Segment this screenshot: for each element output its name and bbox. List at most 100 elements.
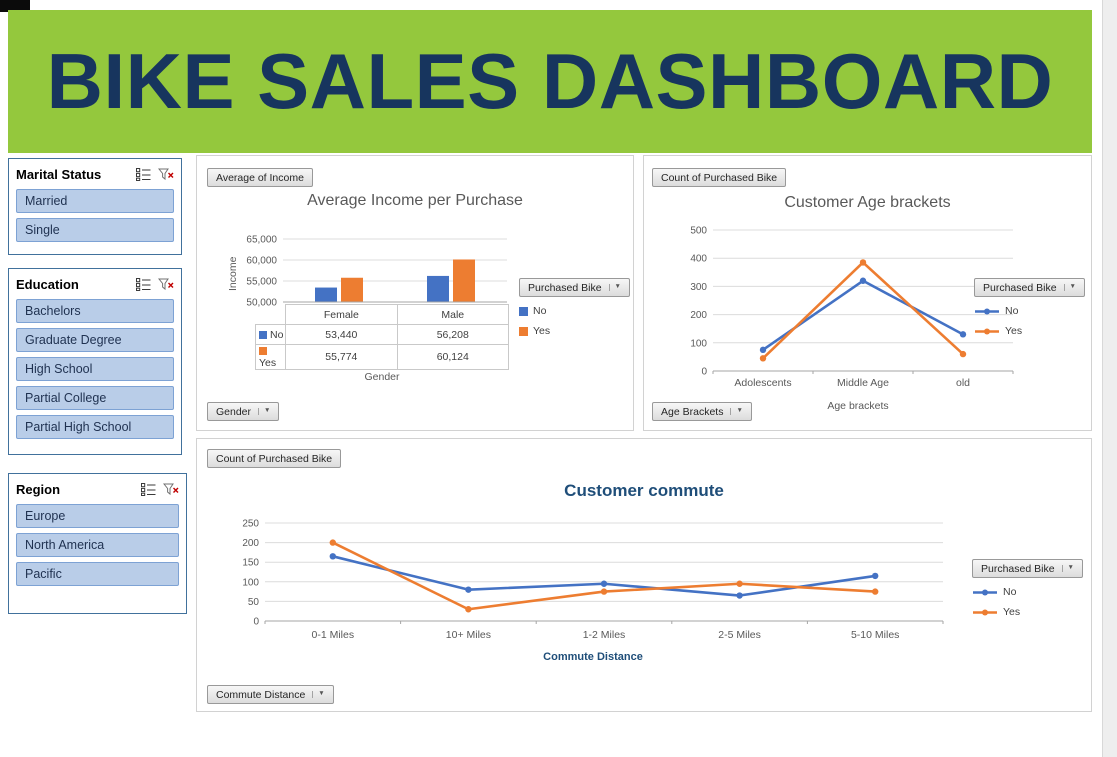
series-no-swatch bbox=[259, 330, 267, 339]
legend-item-no: No bbox=[974, 305, 1018, 317]
svg-text:Middle Age: Middle Age bbox=[837, 377, 889, 389]
table-corner-cell bbox=[255, 304, 287, 325]
svg-text:Adolescents: Adolescents bbox=[734, 377, 791, 389]
chart-title: Customer Age brackets bbox=[784, 194, 951, 211]
slicer-item-bachelors[interactable]: Bachelors bbox=[16, 299, 174, 323]
clear-filter-icon[interactable] bbox=[158, 168, 174, 181]
chart-legend: Purchased Bike ▼ No Yes bbox=[519, 278, 630, 337]
svg-text:400: 400 bbox=[690, 254, 707, 265]
svg-text:0: 0 bbox=[253, 617, 259, 628]
table-cell: 55,774 bbox=[285, 344, 398, 370]
legend-label: No bbox=[1005, 305, 1019, 317]
table-row-key: Yes bbox=[254, 344, 287, 370]
multi-select-icon[interactable] bbox=[136, 277, 151, 291]
legend-label: Yes bbox=[1003, 606, 1021, 618]
table-col-header: Male bbox=[396, 304, 510, 325]
axis-field-label: Commute Distance bbox=[216, 688, 306, 701]
slicer-item-list: Europe North America Pacific bbox=[16, 504, 179, 586]
chart-title: Average Income per Purchase bbox=[307, 192, 523, 209]
svg-text:0-1 Miles: 0-1 Miles bbox=[311, 629, 354, 641]
slicer-item-pacific[interactable]: Pacific bbox=[16, 562, 179, 586]
chart-legend: Purchased Bike ▼ No Yes bbox=[974, 278, 1085, 337]
legend-item-no: No bbox=[519, 305, 546, 317]
table-header-row: Female Male bbox=[255, 304, 510, 325]
sheet-edge-strip bbox=[1102, 0, 1117, 757]
svg-text:10+ Miles: 10+ Miles bbox=[446, 629, 491, 641]
slicer-item-partial-college[interactable]: Partial College bbox=[16, 386, 174, 410]
line-chart: 0 50 100 150 200 250 0-1 Miles 10+ Miles 1-2 Mil… bbox=[242, 519, 944, 641]
svg-text:50: 50 bbox=[248, 597, 260, 608]
data-table: Female Male No 53,440 56,208 Yes 55,774 … bbox=[254, 304, 510, 370]
series-yes-swatch bbox=[259, 347, 267, 355]
svg-text:100: 100 bbox=[242, 577, 259, 588]
legend-field-button[interactable]: Purchased Bike ▼ bbox=[974, 278, 1085, 297]
slicer-item-europe[interactable]: Europe bbox=[16, 504, 179, 528]
slicer-item-married[interactable]: Married bbox=[16, 189, 174, 213]
table-cell: 53,440 bbox=[285, 324, 398, 345]
table-row-key: No bbox=[254, 324, 287, 345]
bar-chart: 50,000 55,000 60,000 65,000 bbox=[246, 235, 507, 309]
slicer-item-list: Bachelors Graduate Degree High School Pa… bbox=[16, 299, 174, 439]
chart-title: Customer commute bbox=[564, 481, 724, 500]
svg-text:200: 200 bbox=[690, 310, 707, 321]
slicer-item-single[interactable]: Single bbox=[16, 218, 174, 242]
value-field-button[interactable]: Average of Income bbox=[207, 168, 313, 187]
slicer-title: Education bbox=[16, 276, 79, 292]
slicer-header-icons bbox=[136, 277, 174, 291]
svg-text:1-2 Miles: 1-2 Miles bbox=[583, 629, 626, 641]
svg-text:2-5 Miles: 2-5 Miles bbox=[718, 629, 761, 641]
slicer-header-icons bbox=[141, 482, 179, 496]
axis-field-label: Gender bbox=[216, 405, 252, 418]
multi-select-icon[interactable] bbox=[141, 482, 156, 496]
axis-field-button[interactable]: Age Brackets ▼ bbox=[652, 402, 752, 421]
dashboard-title: BIKE SALES DASHBOARD bbox=[46, 37, 1054, 125]
value-field-button[interactable]: Count of Purchased Bike bbox=[652, 168, 787, 187]
slicer-item-high-school[interactable]: High School bbox=[16, 357, 174, 381]
table-row: No 53,440 56,208 bbox=[254, 324, 510, 345]
axis-field-button[interactable]: Commute Distance ▼ bbox=[207, 685, 334, 704]
slicer-header: Region bbox=[16, 478, 179, 500]
slicer-region: Region Europe North America Pacific bbox=[8, 473, 187, 614]
legend-label: No bbox=[1003, 586, 1017, 598]
axis-field-button[interactable]: Gender ▼ bbox=[207, 402, 280, 421]
value-field-button[interactable]: Count of Purchased Bike bbox=[207, 449, 342, 468]
x-axis-title: Age brackets bbox=[827, 400, 889, 412]
slicer-item-partial-high-school[interactable]: Partial High School bbox=[16, 415, 174, 439]
svg-text:250: 250 bbox=[242, 519, 259, 530]
svg-text:old: old bbox=[956, 377, 970, 389]
chart-panel-age-brackets: Count of Purchased Bike Customer Age bra… bbox=[643, 155, 1092, 431]
window-corner-mark bbox=[0, 0, 30, 12]
svg-text:500: 500 bbox=[690, 226, 707, 237]
value-field-label: Count of Purchased Bike bbox=[216, 452, 333, 465]
slicer-item-graduate-degree[interactable]: Graduate Degree bbox=[16, 328, 174, 352]
multi-select-icon[interactable] bbox=[136, 167, 151, 181]
slicer-item-list: Married Single bbox=[16, 189, 174, 242]
table-cell: 56,208 bbox=[396, 324, 510, 345]
svg-text:65,000: 65,000 bbox=[246, 235, 277, 246]
legend-label: Yes bbox=[1005, 325, 1023, 337]
series-no-line-key bbox=[975, 308, 999, 314]
slicer-item-north-america[interactable]: North America bbox=[16, 533, 179, 557]
value-field-label: Count of Purchased Bike bbox=[661, 171, 778, 184]
table-col-header: Female bbox=[285, 304, 398, 325]
chart-panel-income: Average of Income Average Income per Pur… bbox=[196, 155, 634, 431]
value-field-label: Average of Income bbox=[216, 171, 304, 184]
series-yes-swatch bbox=[519, 326, 528, 336]
svg-text:55,000: 55,000 bbox=[246, 277, 277, 288]
clear-filter-icon[interactable] bbox=[163, 483, 179, 496]
legend-field-label: Purchased Bike bbox=[528, 281, 602, 294]
legend-item-yes: Yes bbox=[972, 606, 1020, 618]
table-cell: 60,124 bbox=[396, 344, 510, 370]
table-row: Yes 55,774 60,124 bbox=[254, 344, 510, 370]
chevron-down-icon: ▼ bbox=[608, 284, 621, 291]
clear-filter-icon[interactable] bbox=[158, 278, 174, 291]
legend-item-no: No bbox=[972, 586, 1016, 598]
header-banner: BIKE SALES DASHBOARD bbox=[8, 10, 1092, 153]
chevron-down-icon: ▼ bbox=[312, 691, 325, 698]
svg-text:50,000: 50,000 bbox=[246, 298, 277, 309]
chevron-down-icon: ▼ bbox=[1063, 284, 1076, 291]
legend-field-button[interactable]: Purchased Bike ▼ bbox=[972, 559, 1083, 578]
legend-field-button[interactable]: Purchased Bike ▼ bbox=[519, 278, 630, 297]
legend-label: Yes bbox=[533, 325, 551, 337]
svg-text:300: 300 bbox=[690, 282, 707, 293]
